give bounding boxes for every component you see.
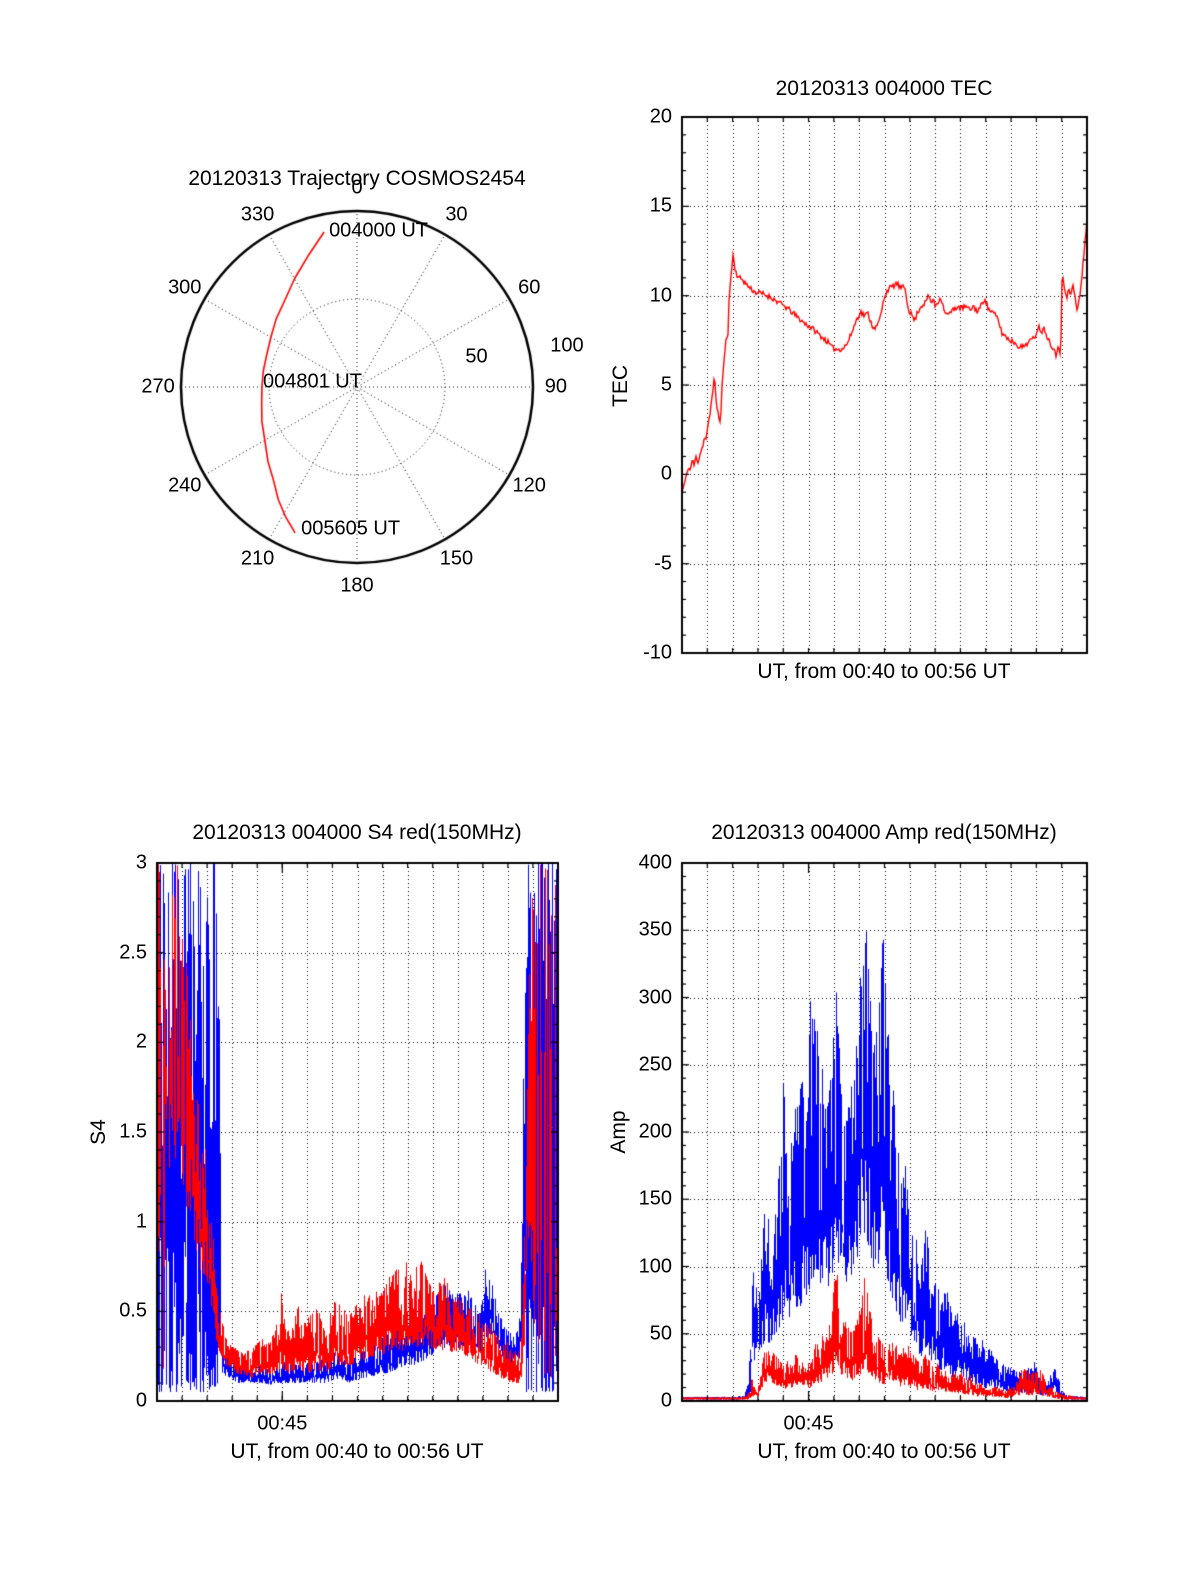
y-tick-label: 5: [660, 373, 672, 396]
azimuth-tick-label: 0: [351, 176, 363, 199]
azimuth-tick-label: 90: [544, 375, 567, 398]
azimuth-tick-label: 270: [141, 375, 175, 398]
y-tick-label: 1: [135, 1210, 147, 1233]
y-tick-label: 0: [135, 1389, 147, 1412]
s4-plot-canvas: [153, 859, 562, 1405]
y-tick-label: 0: [660, 462, 672, 485]
radial-ring-label: 50: [465, 345, 488, 368]
amp-x-axis-label: UT, from 00:40 to 00:56 UT: [757, 1440, 1011, 1463]
y-tick-label: 1.5: [119, 1120, 147, 1143]
y-tick-label: 350: [638, 918, 672, 941]
y-tick-label: 15: [649, 194, 672, 217]
azimuth-tick-label: 240: [168, 474, 202, 497]
trajectory-plot-canvas: [170, 200, 548, 578]
y-tick-label: 10: [649, 284, 672, 307]
tec-y-axis-label: TEC: [609, 365, 632, 407]
tec-plot-canvas: [678, 113, 1091, 657]
s4-y-axis-label: S4: [87, 1119, 110, 1145]
y-tick-label: 400: [638, 851, 672, 874]
trajectory-annotation: 004801 UT: [262, 370, 362, 393]
y-tick-label: -10: [643, 641, 672, 664]
y-tick-label: 2: [135, 1030, 147, 1053]
azimuth-tick-label: 180: [340, 574, 374, 597]
s4-x-axis-label: UT, from 00:40 to 00:56 UT: [230, 1440, 484, 1463]
azimuth-tick-label: 120: [512, 474, 546, 497]
y-tick-label: 20: [649, 105, 672, 128]
y-tick-label: 0.5: [119, 1299, 147, 1322]
x-tick-label: 00:45: [783, 1412, 834, 1435]
y-tick-label: 0: [660, 1389, 672, 1412]
azimuth-tick-label: 300: [168, 276, 202, 299]
azimuth-tick-label: 330: [240, 203, 275, 226]
y-tick-label: 2.5: [119, 941, 147, 964]
trajectory-annotation: 005605 UT: [301, 517, 401, 540]
trajectory-title: 20120313 Trajectory COSMOS2454: [188, 167, 526, 190]
azimuth-tick-label: 60: [518, 276, 541, 299]
y-tick-label: 50: [649, 1322, 672, 1345]
amp-title: 20120313 004000 Amp red(150MHz): [711, 821, 1057, 844]
tec-title: 20120313 004000 TEC: [775, 77, 993, 100]
x-tick-label: 00:45: [257, 1412, 308, 1435]
y-tick-label: 3: [135, 851, 147, 874]
y-tick-label: 100: [638, 1255, 672, 1277]
amp-y-axis-label: Amp: [607, 1110, 630, 1154]
azimuth-tick-label: 210: [240, 547, 275, 570]
radial-ring-label: 100: [550, 334, 584, 357]
y-tick-label: -5: [654, 552, 672, 575]
trajectory-annotation: 004000 UT: [329, 219, 429, 242]
y-tick-label: 150: [638, 1187, 672, 1210]
y-tick-label: 250: [638, 1053, 672, 1076]
y-tick-label: 200: [638, 1120, 672, 1143]
azimuth-tick-label: 30: [445, 203, 468, 226]
s4-title: 20120313 004000 S4 red(150MHz): [192, 821, 522, 844]
azimuth-tick-label: 150: [439, 547, 474, 570]
amp-plot-canvas: [678, 859, 1091, 1405]
y-tick-label: 300: [638, 986, 672, 1008]
tec-x-axis-label: UT, from 00:40 to 00:56 UT: [757, 660, 1011, 683]
